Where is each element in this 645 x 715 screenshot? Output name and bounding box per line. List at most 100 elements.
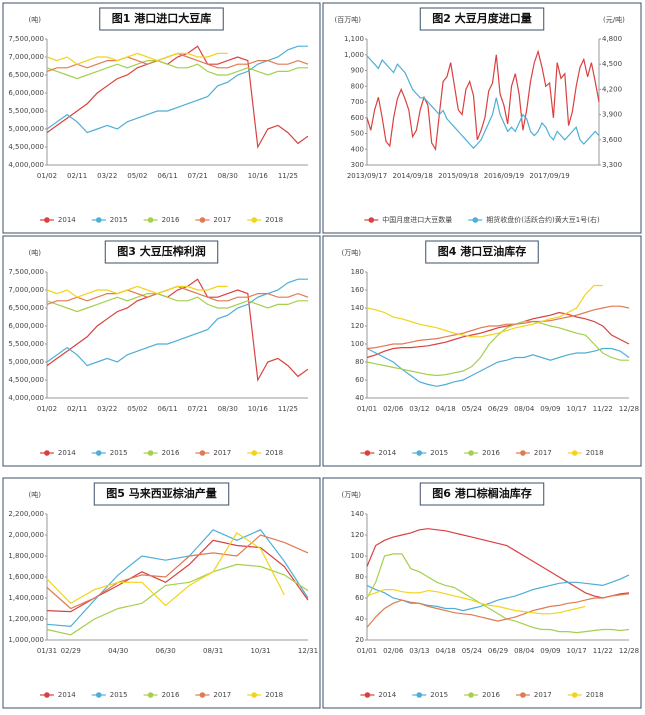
x-tick-label: 01/01 <box>357 405 377 413</box>
legend-label: 2015 <box>110 691 128 699</box>
x-tick-label: 08/04 <box>514 405 535 413</box>
y-tick-label: 80 <box>355 358 364 366</box>
legend: 2014 2015 2016 2017 2018 <box>39 216 283 224</box>
x-tick-label: 10/16 <box>248 405 269 413</box>
legend-label: 2015 <box>110 216 128 224</box>
legend-label: 2017 <box>534 449 552 457</box>
legend-dot <box>571 450 578 456</box>
legend-label: 2016 <box>162 449 180 457</box>
legend-dot <box>571 692 578 698</box>
series-line <box>366 49 600 152</box>
x-tick-label: 08/31 <box>203 647 223 655</box>
panel-border <box>322 477 642 709</box>
x-tick-label: 10/16 <box>248 172 269 180</box>
x-tick-label: 10/17 <box>567 405 587 413</box>
y-tick-label: 1,200,000 <box>8 615 44 623</box>
x-tick-label: 06/11 <box>157 172 177 180</box>
y2-unit: (元/吨) <box>603 15 625 24</box>
panel-border <box>2 2 321 234</box>
legend-dot <box>44 450 50 456</box>
y-tick-label: 7,000,000 <box>8 53 44 61</box>
legend-dot <box>416 692 423 698</box>
panel-border <box>322 235 642 467</box>
y-unit: (吨) <box>29 490 42 499</box>
legend-dot <box>95 450 102 456</box>
y-tick-label: 300 <box>351 161 364 169</box>
chart-title: 图1 港口进口大豆库 <box>112 11 211 25</box>
y-tick-label: 1,000 <box>344 51 364 59</box>
title-box: 图1 港口进口大豆库 <box>99 7 224 31</box>
legend-dot <box>251 450 258 456</box>
chart-title: 图3 大豆压榨利润 <box>117 244 205 258</box>
panel-border <box>2 477 321 709</box>
x-tick-label: 02/06 <box>383 647 404 655</box>
x-tick-label: 07/21 <box>187 405 207 413</box>
y-tick-label: 900 <box>351 67 364 75</box>
y-tick-label: 800 <box>351 82 364 90</box>
series-line <box>46 52 228 65</box>
title-frame <box>93 482 230 506</box>
legend-label: 2017 <box>213 691 231 699</box>
legend-label: 2014 <box>378 691 396 699</box>
legend-label: 2015 <box>430 449 448 457</box>
panel-border <box>322 2 642 234</box>
x-tick-label: 06/30 <box>156 647 176 655</box>
y-tick-label: 5,500,000 <box>8 340 44 348</box>
title-frame <box>99 7 224 31</box>
y-tick-label: 6,500,000 <box>8 71 44 79</box>
legend-dot <box>364 450 371 456</box>
y-tick-label: 5,000,000 <box>8 125 44 133</box>
title-box: 图2 大豆月度进口量 <box>419 7 545 31</box>
series-line <box>366 284 603 338</box>
y2-tick-label: 4,200 <box>602 85 622 93</box>
legend: 2014 2015 2016 2017 2018 <box>39 691 283 699</box>
chart-title: 图4 港口豆油库存 <box>438 244 526 258</box>
title-frame <box>425 240 539 264</box>
x-tick-label: 12/31 <box>298 647 318 655</box>
x-tick-label: 03/22 <box>97 172 117 180</box>
y-tick-label: 500 <box>351 130 364 138</box>
x-tick-label: 04/18 <box>436 647 456 655</box>
series-line <box>46 60 308 80</box>
x-tick-label: 03/22 <box>97 405 117 413</box>
title-frame <box>104 240 219 264</box>
x-tick-label: 05/24 <box>462 647 483 655</box>
x-tick-label: 2014/09/18 <box>392 172 432 180</box>
series-line <box>366 55 600 150</box>
legend-dot <box>44 692 50 698</box>
legend-label: 2014 <box>58 449 76 457</box>
legend-dot <box>147 217 154 223</box>
y-unit: (百万吨) <box>335 15 362 24</box>
x-tick-label: 10/17 <box>567 647 587 655</box>
y2-tick-label: 3,600 <box>602 136 622 144</box>
x-tick-label: 11/25 <box>278 172 298 180</box>
y-tick-label: 1,600,000 <box>8 573 44 581</box>
title-box: 图4 港口豆油库存 <box>425 240 539 264</box>
title-frame <box>419 7 545 31</box>
x-tick-label: 12/28 <box>619 405 639 413</box>
y-tick-label: 120 <box>351 322 364 330</box>
y-tick-label: 1,800,000 <box>8 552 44 560</box>
y-tick-label: 1,100 <box>344 35 364 43</box>
legend-dot <box>251 692 258 698</box>
y-tick-label: 4,500,000 <box>8 143 44 151</box>
y-tick-label: 140 <box>351 304 364 312</box>
series-line <box>366 347 630 387</box>
x-tick-label: 11/25 <box>278 405 298 413</box>
legend-dot <box>468 692 474 698</box>
chart-title: 图6 港口棕榈油库存 <box>432 486 531 500</box>
series-line <box>366 320 629 377</box>
series-line <box>366 305 630 350</box>
legend-dot <box>364 692 371 698</box>
series-line <box>46 529 309 628</box>
y-tick-label: 80 <box>355 573 364 581</box>
legend-dot <box>468 450 474 456</box>
series-line <box>46 285 309 305</box>
y2-tick-label: 3,900 <box>602 111 622 119</box>
y-unit: (万吨) <box>342 248 362 257</box>
legend-label: 2014 <box>378 449 396 457</box>
legend: 2014 2015 2016 2017 2018 <box>360 449 604 457</box>
chart-title: 图5 马来西亚棕油产量 <box>106 486 216 500</box>
